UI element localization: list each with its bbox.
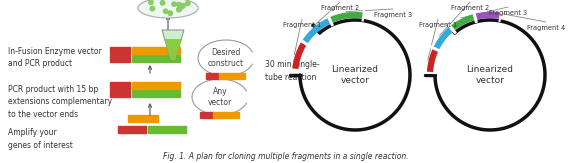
Text: Linearized
vector: Linearized vector [332,65,379,85]
Bar [132,55,180,62]
Bar [148,126,186,133]
Text: Linearized
vector: Linearized vector [467,65,514,85]
Text: Fragment 4: Fragment 4 [527,25,565,31]
Circle shape [149,0,153,5]
Bar [213,112,239,118]
Bar [200,112,213,118]
Bar [110,55,130,62]
Text: In-Fusion Enzyme vector
and PCR product: In-Fusion Enzyme vector and PCR product [8,47,102,68]
Bar [110,47,130,54]
Polygon shape [162,30,184,60]
Circle shape [172,2,176,6]
Circle shape [150,6,154,11]
Circle shape [177,2,181,7]
Circle shape [181,3,185,8]
Bar [132,47,180,54]
Bar [206,73,219,79]
Circle shape [177,7,182,11]
Circle shape [164,9,168,14]
Circle shape [177,7,181,12]
Text: Fig. 1. A plan for cloning multiple fragments in a single reaction.: Fig. 1. A plan for cloning multiple frag… [163,152,409,161]
Text: Fragment 3: Fragment 3 [489,10,527,16]
Text: Any
vector: Any vector [208,87,232,107]
Circle shape [160,1,165,5]
Text: Amplify your
genes of interest: Amplify your genes of interest [8,128,73,149]
Text: Fragment 1: Fragment 1 [419,22,457,28]
Bar [110,82,130,89]
Bar [219,73,245,79]
Text: 30 min single-
tube reaction: 30 min single- tube reaction [265,60,320,82]
Ellipse shape [138,0,198,18]
Text: Desired
construct: Desired construct [208,48,244,68]
Polygon shape [164,39,182,60]
Bar [128,115,158,122]
Bar [118,126,146,133]
Bar [132,90,180,97]
Bar [132,82,180,89]
Text: Fragment 2: Fragment 2 [451,5,489,11]
Text: Fragment 2: Fragment 2 [321,5,359,11]
Bar [110,90,130,97]
Text: Fragment 3: Fragment 3 [374,12,412,18]
Text: Fragment 1: Fragment 1 [283,22,321,28]
Circle shape [180,4,184,9]
Circle shape [185,1,190,6]
Text: PCR product with 15 bp
extensions complementary
to the vector ends: PCR product with 15 bp extensions comple… [8,85,112,119]
Circle shape [168,11,173,15]
